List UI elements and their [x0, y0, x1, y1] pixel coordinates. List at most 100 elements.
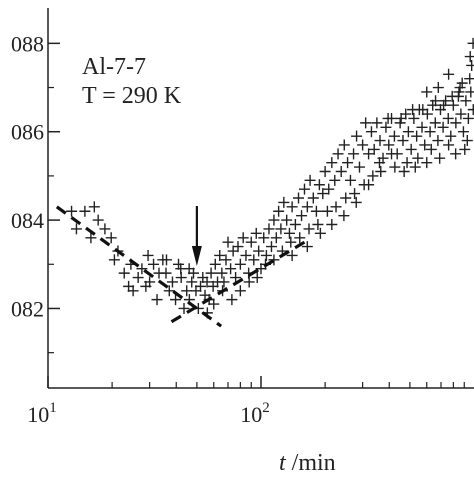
annotation-sample: Al-7-7 — [82, 54, 146, 80]
data-point-marker — [307, 192, 319, 204]
data-point-marker — [443, 139, 455, 151]
data-point-marker — [240, 249, 252, 261]
data-point-marker — [467, 37, 474, 49]
data-point-marker — [136, 263, 148, 275]
data-point-marker — [442, 112, 454, 124]
data-point-marker — [178, 302, 190, 314]
data-point-marker — [405, 143, 417, 155]
data-point-marker — [417, 104, 429, 116]
data-point-marker — [445, 130, 457, 142]
data-point-marker — [286, 249, 298, 261]
data-point-marker — [382, 112, 394, 124]
data-point-marker — [389, 161, 401, 173]
data-point-marker — [335, 165, 347, 177]
fit-line-dashed — [55, 205, 223, 328]
data-point-marker — [132, 272, 144, 284]
data-point-marker — [313, 179, 325, 191]
data-point-marker — [427, 99, 439, 111]
data-point-marker — [222, 236, 234, 248]
data-point-marker — [425, 143, 437, 155]
data-point-marker — [118, 267, 130, 279]
data-point-marker — [243, 276, 255, 288]
data-point-marker — [363, 179, 375, 191]
data-point-marker — [312, 219, 324, 231]
data-point-marker — [453, 86, 465, 98]
data-point-marker — [434, 152, 446, 164]
data-point-marker — [330, 201, 342, 213]
data-point-marker — [127, 285, 139, 297]
data-point-marker — [397, 135, 409, 147]
fit-lines — [55, 205, 306, 328]
data-point-marker — [332, 148, 344, 160]
data-point-marker — [209, 258, 221, 270]
data-point-marker — [226, 294, 238, 306]
data-point-marker — [400, 108, 412, 120]
data-point-marker — [466, 59, 474, 71]
x-tick-label: 102 — [240, 400, 270, 427]
data-point-marker — [310, 205, 322, 217]
data-point-marker — [360, 117, 372, 129]
data-point-marker — [201, 276, 213, 288]
data-point-marker — [438, 99, 450, 111]
data-point-marker — [293, 192, 305, 204]
data-point-marker — [326, 219, 338, 231]
x-axis-unit: /min — [286, 450, 336, 474]
data-point-marker — [195, 280, 207, 292]
data-point-marker — [85, 232, 97, 244]
data-point-marker — [462, 112, 474, 124]
data-point-marker — [70, 223, 82, 235]
x-axis-ticks: 101 102 — [27, 376, 465, 427]
data-point-marker — [374, 135, 386, 147]
data-point-marker — [303, 223, 315, 235]
data-point-marker — [348, 148, 360, 160]
data-point-marker — [344, 174, 356, 186]
data-point-marker — [409, 161, 421, 173]
data-point-marker — [446, 90, 458, 102]
data-point-marker — [270, 232, 282, 244]
data-point-marker — [281, 214, 293, 226]
data-point-marker — [278, 196, 290, 208]
data-point-marker — [323, 183, 335, 195]
data-point-marker — [88, 201, 100, 213]
y-tick-label: 088 — [11, 31, 44, 56]
data-point-marker — [218, 276, 230, 288]
data-point-marker — [437, 121, 449, 133]
x-axis-symbol: t — [279, 450, 287, 474]
data-point-marker — [175, 263, 187, 275]
data-point-marker — [237, 232, 249, 244]
data-point-marker — [455, 108, 467, 120]
data-point-marker — [298, 183, 310, 195]
data-point-marker — [408, 112, 420, 124]
data-point-marker — [394, 117, 406, 129]
data-point-marker — [92, 214, 104, 226]
data-point-marker — [450, 117, 462, 129]
data-point-marker — [151, 294, 163, 306]
annotation-temperature: T = 290 K — [82, 83, 182, 109]
data-point-marker — [454, 82, 466, 94]
data-point-marker — [365, 126, 377, 138]
data-point-marker — [268, 254, 280, 266]
data-point-marker — [402, 126, 414, 138]
data-point-marker — [160, 254, 172, 266]
data-point-marker — [432, 82, 444, 94]
x-tick-label: 101 — [27, 400, 57, 427]
data-point-marker — [373, 157, 385, 169]
data-point-marker — [275, 223, 287, 235]
data-point-marker — [207, 280, 219, 292]
data-point-marker — [465, 86, 474, 98]
data-point-marker — [317, 188, 329, 200]
data-point-marker — [170, 294, 182, 306]
data-point-marker — [296, 210, 308, 222]
data-point-marker — [350, 196, 362, 208]
data-point-marker — [460, 95, 472, 107]
data-point-marker — [416, 121, 428, 133]
data-point-marker — [268, 214, 280, 226]
data-point-marker — [419, 139, 431, 151]
data-point-marker — [66, 205, 78, 217]
data-point-marker — [388, 130, 400, 142]
data-point-marker — [260, 249, 272, 261]
data-point-marker — [349, 188, 361, 200]
data-point-marker — [457, 126, 469, 138]
data-point-marker — [160, 267, 172, 279]
